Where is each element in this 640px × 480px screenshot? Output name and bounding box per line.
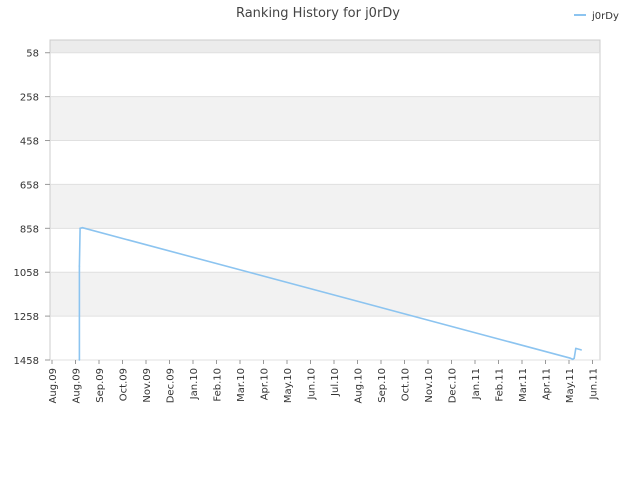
x-tick-label: Aug.09 [48, 368, 59, 403]
plot-band [50, 140, 600, 185]
series-layer [78, 226, 582, 361]
x-tick-label: Aug.09 [72, 368, 83, 403]
plot-band [50, 272, 600, 317]
plot-band [50, 228, 600, 273]
y-tick-label: 658 [20, 180, 39, 191]
y-axis-ticks: 58 258 458 658 858 1058 1258 1458 [14, 49, 50, 367]
x-tick-label: Feb.10 [213, 368, 224, 402]
x-tick-label: Sep.09 [95, 368, 106, 403]
grid-lines [50, 52, 600, 361]
data-point [78, 265, 81, 267]
x-tick-label: May.11 [565, 368, 576, 403]
x-axis-ticks: Aug.09 Aug.09 Sep.09 Oct.09 Nov.09 Dec.09 Jan.… [48, 360, 600, 403]
x-tick-label: Mar.11 [518, 368, 529, 402]
legend-label: j0rDy [591, 11, 619, 22]
plot-band [50, 184, 600, 229]
x-tick-label: Sep.10 [377, 368, 388, 403]
y-tick-label: 1258 [14, 312, 39, 323]
x-tick-label: Aug.10 [354, 368, 365, 403]
x-tick-label: Jan.11 [471, 368, 482, 400]
data-point [81, 226, 84, 229]
x-tick-label: Jun.10 [307, 368, 318, 401]
x-tick-label: Oct.09 [119, 368, 130, 401]
data-point [574, 347, 577, 350]
x-tick-label: Feb.11 [495, 368, 506, 402]
x-tick-label: Dec.09 [166, 368, 177, 403]
plot-band [50, 52, 600, 97]
data-point [573, 357, 576, 360]
plot-band [50, 316, 600, 360]
x-tick-label: Nov.09 [142, 368, 153, 403]
x-tick-label: Nov.10 [424, 368, 435, 403]
x-tick-label: Jul.10 [330, 368, 341, 397]
x-tick-label: Dec.10 [448, 368, 459, 403]
data-point [569, 357, 572, 360]
y-tick-label: 458 [20, 137, 39, 148]
x-tick-label: May.10 [283, 368, 294, 403]
plot-background [49, 39, 601, 361]
data-point [78, 359, 81, 361]
plot-band [50, 96, 600, 141]
x-tick-label: Jun.11 [589, 368, 600, 401]
x-tick-label: Jan.10 [189, 368, 200, 400]
y-tick-label: 58 [26, 49, 39, 60]
y-tick-label: 1458 [14, 356, 39, 367]
x-tick-label: Mar.10 [236, 368, 247, 402]
x-tick-label: Apr.11 [542, 368, 553, 400]
data-point [571, 358, 574, 361]
x-tick-label: Apr.10 [260, 368, 271, 400]
legend: j0rDy [574, 11, 619, 22]
chart-title: Ranking History for j0rDy [236, 6, 400, 21]
data-point [79, 227, 81, 230]
y-tick-label: 858 [20, 224, 39, 235]
y-tick-label: 258 [20, 93, 39, 104]
y-tick-label: 1058 [14, 268, 39, 279]
top-band [50, 40, 600, 53]
data-point [580, 349, 582, 351]
x-tick-label: Oct.10 [401, 368, 412, 401]
